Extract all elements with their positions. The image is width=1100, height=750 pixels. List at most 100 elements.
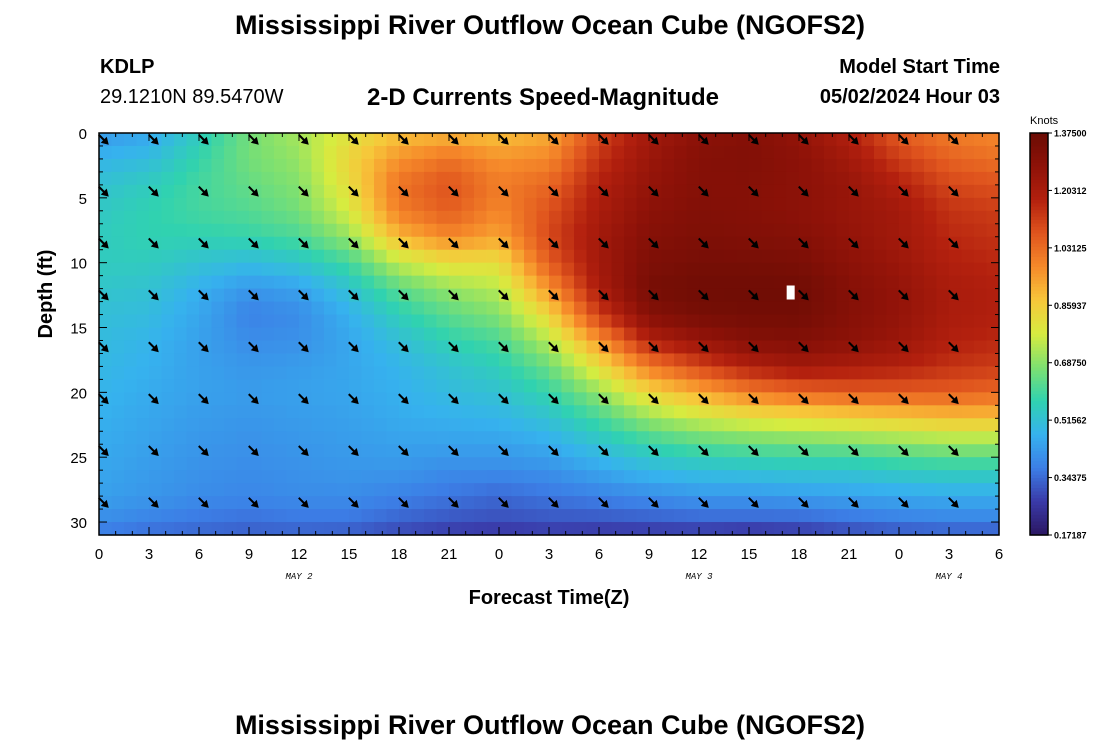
heatmap-cell <box>299 210 313 225</box>
heatmap-cell <box>361 392 375 406</box>
heatmap-cell <box>374 366 388 380</box>
heatmap-cell <box>374 483 388 497</box>
heatmap-cell <box>861 184 875 199</box>
heatmap-cell <box>149 457 163 471</box>
heatmap-cell <box>824 340 838 355</box>
heatmap-cell <box>874 366 888 380</box>
heatmap-cell <box>674 158 688 173</box>
heatmap-cell <box>311 405 325 419</box>
heatmap-cell <box>99 301 113 316</box>
heatmap-cell <box>436 457 450 471</box>
heatmap-cell <box>186 483 200 497</box>
heatmap-cell <box>811 275 825 290</box>
heatmap-cell <box>611 405 625 419</box>
heatmap-cell <box>686 457 700 471</box>
heatmap-cell <box>849 379 863 393</box>
arrow-head <box>300 136 309 145</box>
heatmap-cell <box>311 392 325 406</box>
heatmap-cell <box>986 340 1000 355</box>
heatmap-cell <box>836 158 850 173</box>
heatmap-cell <box>174 197 188 212</box>
heatmap-cell <box>136 223 150 238</box>
colorbar-segment <box>1030 434 1048 439</box>
heatmap-cell <box>786 223 800 238</box>
heatmap-cell <box>361 444 375 458</box>
heatmap-cell <box>886 262 900 277</box>
heatmap-cell <box>461 509 475 523</box>
heatmap-cell <box>199 314 213 329</box>
colorbar-segment <box>1030 236 1048 241</box>
heatmap-cell <box>511 444 525 458</box>
heatmap-cell <box>511 431 525 445</box>
heatmap-cell <box>586 145 600 160</box>
heatmap-cell <box>424 470 438 484</box>
heatmap-cell <box>511 288 525 303</box>
heatmap-cell <box>124 457 138 471</box>
heatmap-cell <box>874 340 888 355</box>
heatmap-cell <box>186 405 200 419</box>
current-arrow <box>298 134 309 145</box>
heatmap-cell <box>324 340 338 355</box>
colorbar-segment <box>1030 196 1048 201</box>
heatmap-cell <box>974 366 988 380</box>
heatmap-cell <box>611 353 625 368</box>
colorbar-segment <box>1030 431 1048 436</box>
current-arrow <box>748 445 759 456</box>
colorbar-segment <box>1030 273 1048 278</box>
heatmap-cell <box>724 392 738 406</box>
heatmap-cell <box>461 470 475 484</box>
heatmap-cell <box>99 249 113 264</box>
heatmap-cell <box>936 197 950 212</box>
heatmap-cell <box>924 197 938 212</box>
heatmap-cell <box>499 405 513 419</box>
heatmap-cell <box>199 210 213 225</box>
heatmap-cell <box>886 483 900 497</box>
heatmap-cell <box>411 496 425 510</box>
heatmap-cell <box>574 457 588 471</box>
heatmap-cell <box>111 483 125 497</box>
heatmap-cell <box>224 405 238 419</box>
heatmap-cell <box>836 496 850 510</box>
heatmap-cell <box>649 145 663 160</box>
heatmap-cell <box>986 133 1000 147</box>
heatmap-cell <box>974 262 988 277</box>
heatmap-cell <box>386 133 400 147</box>
heatmap-cell <box>524 522 538 536</box>
heatmap-cell <box>961 327 975 342</box>
heatmap-cell <box>124 405 138 419</box>
heatmap-cell <box>261 509 275 523</box>
arrow-head <box>900 447 909 456</box>
heatmap-cell <box>711 184 725 199</box>
heatmap-cell <box>111 509 125 523</box>
heatmap-cell <box>686 353 700 368</box>
heatmap-cell <box>486 184 500 199</box>
heatmap-cell <box>299 197 313 212</box>
heatmap-cell <box>174 327 188 342</box>
current-arrow <box>648 445 659 456</box>
heatmap-cell <box>136 431 150 445</box>
heatmap-cell <box>574 340 588 355</box>
colorbar-segment <box>1030 260 1048 265</box>
colorbar-segment <box>1030 169 1048 174</box>
heatmap-cell <box>824 379 838 393</box>
heatmap-cell <box>574 392 588 406</box>
colorbar-segment <box>1030 133 1048 137</box>
heatmap-cell <box>861 171 875 186</box>
heatmap-cell <box>686 379 700 393</box>
colorbar-segment <box>1030 461 1048 466</box>
heatmap-cell <box>899 366 913 380</box>
heatmap-cell <box>186 236 200 251</box>
arrow-head <box>800 240 809 249</box>
current-arrow <box>898 134 909 145</box>
station-id: KDLP <box>100 56 155 78</box>
heatmap-cell <box>724 457 738 471</box>
colorbar-segment <box>1030 417 1048 422</box>
heatmap-cell <box>836 197 850 212</box>
heatmap-cell <box>574 483 588 497</box>
current-arrow <box>498 185 509 197</box>
heatmap-cell <box>986 314 1000 329</box>
heatmap-cell <box>836 223 850 238</box>
current-arrow <box>898 497 909 508</box>
heatmap-cell <box>499 249 513 264</box>
heatmap-cell <box>699 262 713 277</box>
